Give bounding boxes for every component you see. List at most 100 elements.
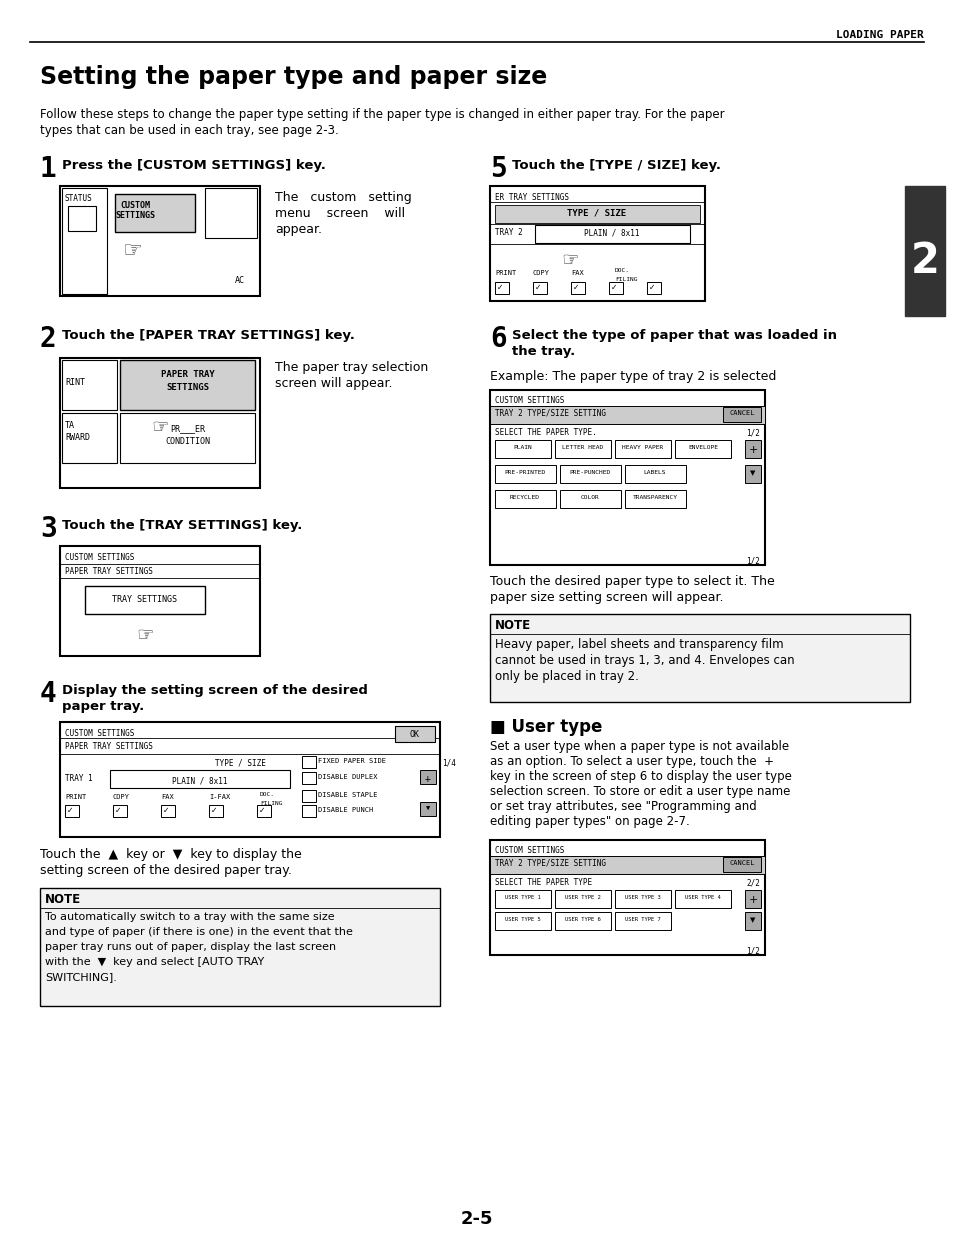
Bar: [62, 359, 117, 410]
Text: USER TYPE 7: USER TYPE 7: [624, 918, 660, 923]
Bar: [744, 890, 760, 908]
Text: 5: 5: [490, 156, 506, 183]
Text: PLAIN / 8x11: PLAIN / 8x11: [583, 228, 639, 238]
Bar: [60, 358, 260, 488]
Bar: [559, 490, 620, 508]
Bar: [535, 225, 689, 243]
Text: COPY: COPY: [112, 794, 130, 800]
Bar: [675, 440, 730, 458]
Bar: [490, 840, 764, 955]
Bar: [161, 805, 174, 818]
Text: USER TYPE 6: USER TYPE 6: [564, 918, 600, 923]
Bar: [722, 857, 760, 872]
Text: PRE-PRINTED: PRE-PRINTED: [504, 471, 545, 475]
Text: cannot be used in trays 1, 3, and 4. Envelopes can: cannot be used in trays 1, 3, and 4. Env…: [495, 655, 794, 667]
Text: types that can be used in each tray, see page 2-3.: types that can be used in each tray, see…: [40, 124, 338, 137]
Text: CANCEL: CANCEL: [728, 410, 754, 416]
Text: TRAY 2 TYPE/SIZE SETTING: TRAY 2 TYPE/SIZE SETTING: [495, 860, 605, 868]
Bar: [615, 890, 670, 908]
Text: ■ User type: ■ User type: [490, 718, 601, 736]
Bar: [60, 722, 439, 837]
Text: RECYCLED: RECYCLED: [510, 495, 539, 500]
Bar: [302, 790, 315, 802]
Text: AC: AC: [234, 275, 245, 285]
Bar: [744, 466, 760, 483]
Text: ✓: ✓: [535, 283, 540, 291]
Text: The   custom   setting: The custom setting: [274, 191, 412, 204]
Text: +: +: [747, 445, 757, 454]
Bar: [495, 466, 556, 483]
Text: ER TRAY SETTINGS: ER TRAY SETTINGS: [495, 193, 568, 203]
Text: Setting the paper type and paper size: Setting the paper type and paper size: [40, 65, 547, 89]
Text: 3: 3: [40, 515, 56, 543]
Text: 1/2: 1/2: [745, 557, 760, 566]
Text: LABELS: LABELS: [643, 471, 665, 475]
Bar: [571, 282, 584, 294]
Text: paper tray.: paper tray.: [62, 700, 144, 713]
Bar: [722, 408, 760, 422]
Text: TRANSPARENCY: TRANSPARENCY: [632, 495, 677, 500]
Text: Press the [CUSTOM SETTINGS] key.: Press the [CUSTOM SETTINGS] key.: [62, 159, 326, 172]
Bar: [490, 186, 704, 301]
Text: Heavy paper, label sheets and transparency film: Heavy paper, label sheets and transparen…: [495, 638, 782, 651]
Text: 1/2: 1/2: [745, 429, 760, 437]
Text: paper size setting screen will appear.: paper size setting screen will appear.: [490, 592, 722, 604]
Bar: [302, 756, 315, 768]
Text: DOC.: DOC.: [260, 792, 274, 797]
Bar: [495, 440, 551, 458]
Text: and type of paper (if there is one) in the event that the: and type of paper (if there is one) in t…: [45, 927, 353, 937]
Text: RWARD: RWARD: [65, 433, 90, 442]
Bar: [302, 772, 315, 784]
Text: To automatically switch to a tray with the same size: To automatically switch to a tray with t…: [45, 911, 335, 923]
Text: PRINT: PRINT: [495, 270, 516, 275]
Text: ✓: ✓: [115, 806, 121, 815]
Text: CUSTOM SETTINGS: CUSTOM SETTINGS: [65, 553, 134, 562]
Bar: [256, 805, 271, 818]
Bar: [555, 440, 610, 458]
Text: TRAY SETTINGS: TRAY SETTINGS: [112, 595, 177, 604]
Text: key in the screen of step 6 to display the user type: key in the screen of step 6 to display t…: [490, 769, 791, 783]
Text: FIXED PAPER SIDE: FIXED PAPER SIDE: [317, 758, 386, 764]
Bar: [559, 466, 620, 483]
Bar: [40, 888, 439, 1007]
Text: ☞: ☞: [122, 241, 142, 261]
Text: NOTE: NOTE: [45, 893, 81, 906]
Text: USER TYPE 5: USER TYPE 5: [504, 918, 540, 923]
Bar: [608, 282, 622, 294]
Text: NOTE: NOTE: [495, 619, 531, 632]
Text: PRE-PUNCHED: PRE-PUNCHED: [569, 471, 610, 475]
Bar: [490, 856, 764, 874]
Text: HEAVY PAPER: HEAVY PAPER: [621, 445, 663, 450]
Text: ✓: ✓: [67, 806, 73, 815]
Bar: [120, 412, 254, 463]
Text: PRINT: PRINT: [65, 794, 86, 800]
Bar: [85, 585, 205, 614]
Text: DISABLE STAPLE: DISABLE STAPLE: [317, 792, 377, 798]
Text: ▼: ▼: [749, 918, 755, 923]
Text: SWITCHING].: SWITCHING].: [45, 972, 117, 982]
Text: Set a user type when a paper type is not available: Set a user type when a paper type is not…: [490, 740, 788, 753]
Bar: [302, 805, 315, 818]
Text: Example: The paper type of tray 2 is selected: Example: The paper type of tray 2 is sel…: [490, 370, 776, 383]
Bar: [62, 412, 117, 463]
Bar: [495, 490, 556, 508]
Bar: [495, 911, 551, 930]
Text: screen will appear.: screen will appear.: [274, 377, 392, 390]
Text: ✓: ✓: [648, 283, 655, 291]
Text: 2/2: 2/2: [745, 878, 760, 887]
Text: setting screen of the desired paper tray.: setting screen of the desired paper tray…: [40, 864, 292, 877]
Bar: [68, 206, 96, 231]
Text: Touch the desired paper type to select it. The: Touch the desired paper type to select i…: [490, 576, 774, 588]
Text: ✓: ✓: [497, 283, 503, 291]
Text: USER TYPE 4: USER TYPE 4: [684, 895, 720, 900]
Text: TRAY 2: TRAY 2: [495, 228, 522, 237]
Text: 4: 4: [40, 680, 56, 708]
Text: The paper tray selection: The paper tray selection: [274, 361, 428, 374]
Text: 2: 2: [40, 325, 56, 353]
Text: ▼: ▼: [425, 806, 430, 811]
Text: RINT: RINT: [65, 378, 85, 387]
Text: ☞: ☞: [136, 626, 153, 645]
Bar: [744, 440, 760, 458]
Text: CUSTOM SETTINGS: CUSTOM SETTINGS: [65, 729, 134, 739]
Text: TYPE / SIZE: TYPE / SIZE: [214, 758, 265, 767]
